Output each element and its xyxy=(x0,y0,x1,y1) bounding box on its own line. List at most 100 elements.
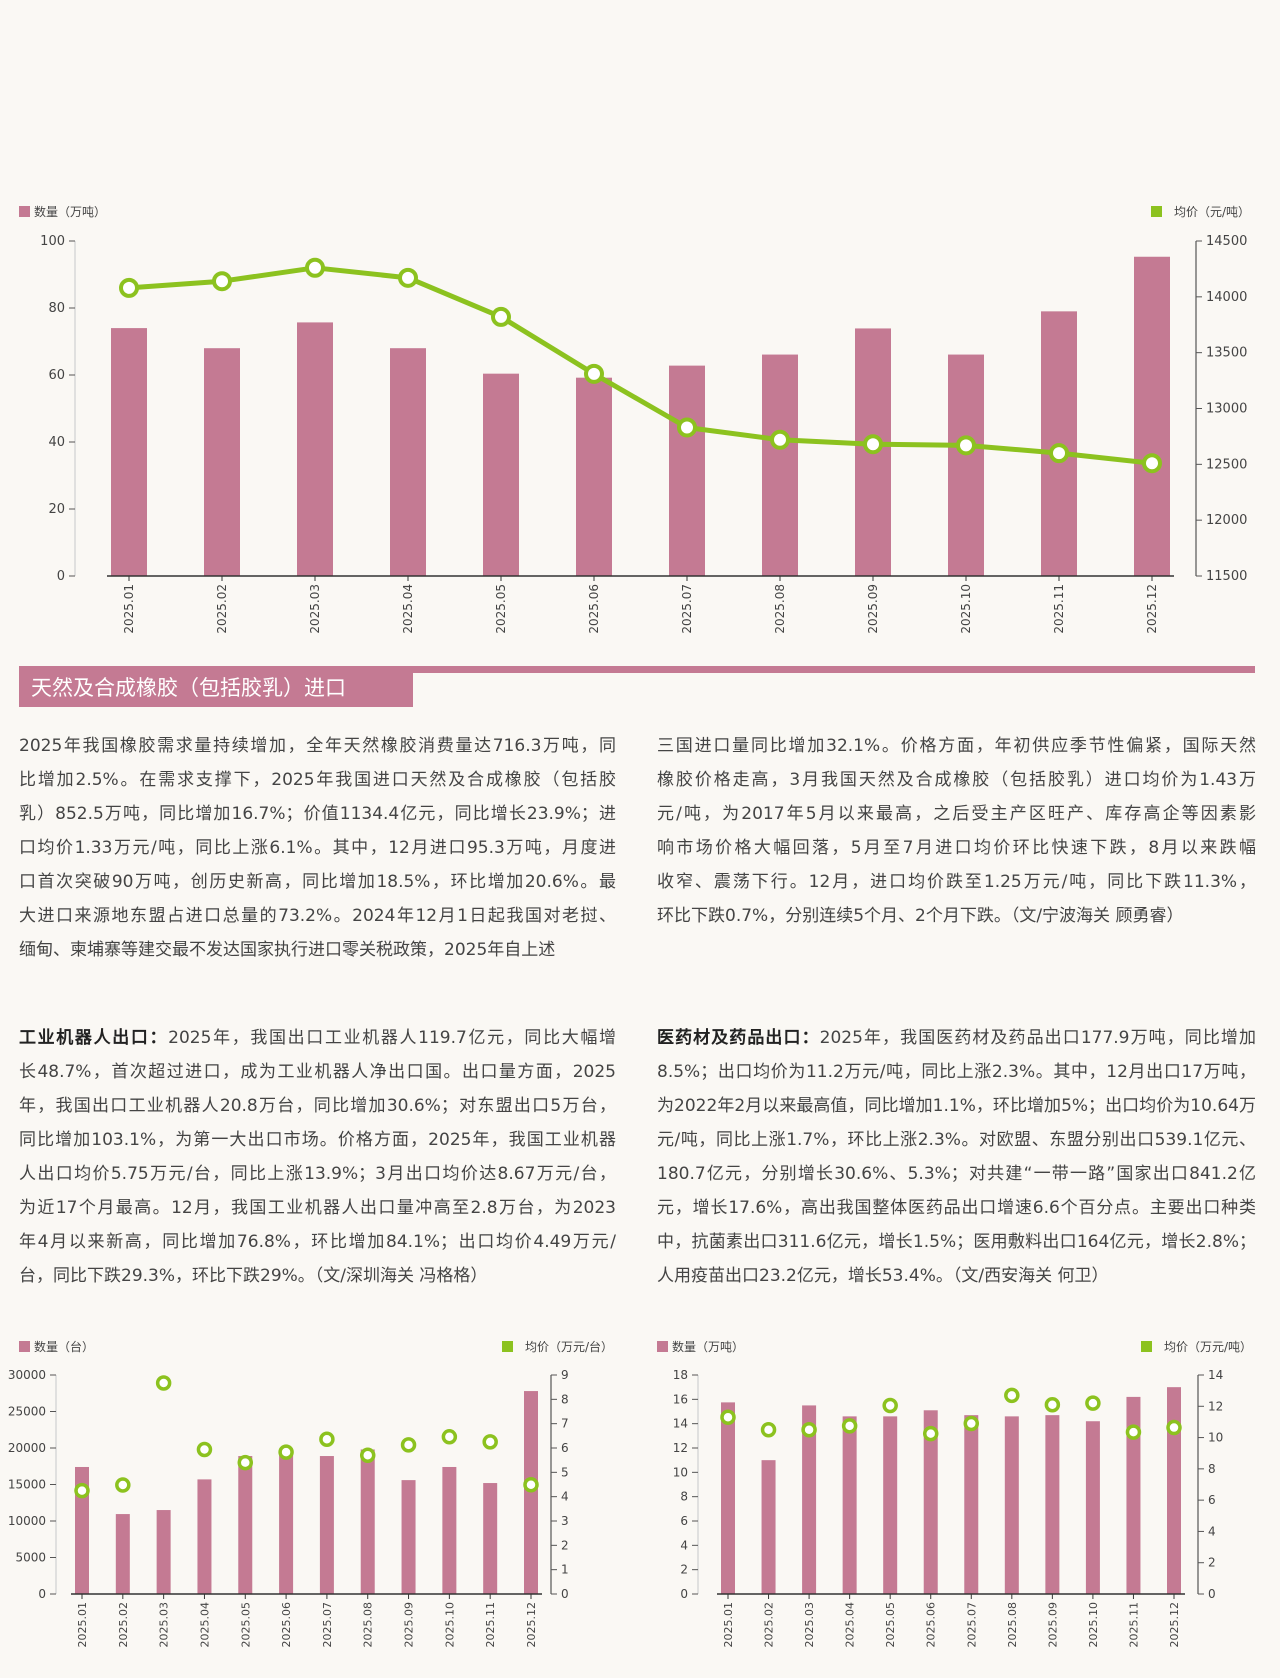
text-line: 人用疫苗出口23.2亿元，增长53.4%。（文/西安海关 何卫） xyxy=(657,1259,1256,1293)
bar-2025.01 xyxy=(721,1402,735,1594)
text-line: 同比增加103.1%，为第一大出口市场。价格方面，2025年，我国工业机器 xyxy=(19,1123,616,1157)
legend-swatch-price xyxy=(1151,206,1162,217)
bar-2025.11 xyxy=(1126,1396,1141,1594)
price-marker-2025.04 xyxy=(196,1441,213,1458)
text-line-content: 比增加2.5%。在需求支撑下，2025年我国进口天然及合成橡胶（包括胶 xyxy=(19,770,616,790)
text-line: 为近17个月最高。12月，我国工业机器人出口量冲高至2.8万台，为2023 xyxy=(19,1191,616,1225)
left-axis-tick-label: 0 xyxy=(57,569,65,584)
left-axis-tick-label: 6 xyxy=(680,1514,688,1528)
right-axis-tick-label: 10 xyxy=(1208,1431,1223,1445)
bar-2025.05 xyxy=(883,1416,898,1594)
text-line-content: 人用疫苗出口23.2亿元，增长53.4%。（文/西安海关 何卫） xyxy=(657,1266,1109,1286)
price-marker-2025.03 xyxy=(305,257,325,278)
right-axis-tick-label: 2 xyxy=(1208,1556,1216,1570)
x-axis-label: 2025.02 xyxy=(215,584,229,634)
text-line-content: 人出口均价5.75万元/台，同比上涨13.9%；3月出口均价达8.67万元/台， xyxy=(19,1164,616,1184)
x-axis-label: 2025.05 xyxy=(884,1602,897,1648)
right-axis-tick-label: 9 xyxy=(561,1368,569,1382)
legend-swatch-quantity xyxy=(19,1341,30,1352)
text-line: 工业机器人出口：2025年，我国出口工业机器人119.7亿元，同比大幅增 xyxy=(19,1021,616,1055)
text-line: 中，抗菌素出口311.6亿元，增长1.5%；医用敷料出口164亿元，增长2.8%… xyxy=(657,1225,1256,1259)
text-line-content: 年，我国出口工业机器人20.8万台，同比增加30.6%；对东盟出口5万台， xyxy=(19,1096,616,1116)
text-line: 比增加2.5%。在需求支撑下，2025年我国进口天然及合成橡胶（包括胶 xyxy=(19,763,616,797)
price-marker-2025.10 xyxy=(441,1429,458,1445)
text-line-content: 8.5%；出口均价为11.2万元/吨，同比上涨2.3%。其中，12月出口17万吨… xyxy=(657,1062,1256,1082)
x-axis-label: 2025.05 xyxy=(494,584,508,634)
bar-2025.05 xyxy=(483,373,519,576)
price-marker-2025.12 xyxy=(523,1476,539,1493)
text-line-content: 年4月以来新高，同比增加76.8%，环比增加84.1%；出口均价4.49万元/ xyxy=(19,1232,616,1252)
price-marker-2025.09 xyxy=(400,1437,417,1453)
right-axis-tick-label: 14500 xyxy=(1206,234,1247,249)
left-axis-tick-label: 16 xyxy=(673,1392,688,1406)
x-axis-label: 2025.09 xyxy=(403,1602,416,1648)
left-axis-tick-label: 5000 xyxy=(15,1551,46,1565)
legend-price-label: 均价（万元/台） xyxy=(525,1339,613,1354)
x-axis-label: 2025.08 xyxy=(1006,1602,1019,1648)
x-axis-label: 2025.10 xyxy=(959,584,973,634)
section-title: 天然及合成橡胶（包括胶乳）进口 xyxy=(19,669,413,707)
left-axis-tick-label: 14 xyxy=(673,1417,688,1431)
right-axis-tick-label: 14000 xyxy=(1206,290,1247,305)
bar-2025.02 xyxy=(115,1514,130,1594)
price-marker-2025.06 xyxy=(278,1444,294,1460)
bar-2025.10 xyxy=(1085,1421,1100,1594)
price-marker-2025.11 xyxy=(1049,443,1069,464)
text-line-content: 乳）852.5万吨，同比增加16.7%；价值1134.4亿元，同比增长23.9%… xyxy=(19,804,616,824)
legend-swatch-quantity xyxy=(19,206,30,217)
right-axis-tick-label: 8 xyxy=(1208,1462,1216,1476)
bar-2025.04 xyxy=(842,1416,857,1594)
rubber-text-left: 2025年我国橡胶需求量持续增加，全年天然橡胶消费量达716.3万吨，同 比增加2… xyxy=(19,729,616,967)
x-axis-label: 2025.12 xyxy=(1145,584,1159,634)
right-axis-tick-label: 2 xyxy=(561,1538,569,1552)
x-axis-label: 2025.06 xyxy=(280,1602,293,1648)
x-axis-label: 2025.05 xyxy=(239,1602,252,1648)
price-marker-2025.03 xyxy=(801,1422,817,1438)
text-line-content: 中，抗菌素出口311.6亿元，增长1.5%；医用敷料出口164亿元，增长2.8%… xyxy=(657,1232,1256,1252)
bar-2025.08 xyxy=(762,354,798,576)
text-line: 口均价1.33万元/吨，同比上涨6.1%。其中，12月进口95.3万吨，月度进 xyxy=(19,831,616,865)
right-axis-tick-label: 12 xyxy=(1208,1399,1223,1413)
bar-2025.09 xyxy=(1045,1415,1060,1594)
left-axis-tick-label: 30000 xyxy=(8,1368,46,1382)
text-line-content: 元/吨，为2017年5月以来最高，之后受主产区旺产、库存高企等因素影 xyxy=(657,804,1256,824)
price-marker-2025.08 xyxy=(770,429,790,450)
right-axis-tick-label: 12000 xyxy=(1206,513,1247,528)
bar-2025.08 xyxy=(360,1449,375,1594)
x-axis-label: 2025.01 xyxy=(122,584,136,634)
right-axis-tick-label: 3 xyxy=(561,1514,569,1528)
right-axis-tick-label: 6 xyxy=(561,1441,569,1455)
left-axis-tick-label: 80 xyxy=(48,301,65,316)
bar-2025.03 xyxy=(802,1405,817,1594)
left-axis-tick-label: 0 xyxy=(680,1587,688,1601)
price-marker-2025.05 xyxy=(882,1397,898,1414)
price-marker-2025.12 xyxy=(1142,453,1162,474)
x-axis-label: 2025.02 xyxy=(763,1602,776,1648)
text-line: 元/吨，同比上涨1.7%，环比上涨2.3%。对欧盟、东盟分别出口539.1亿元、 xyxy=(657,1123,1256,1157)
bar-2025.01 xyxy=(75,1466,89,1594)
x-axis-label: 2025.01 xyxy=(76,1602,89,1648)
x-axis-label: 2025.12 xyxy=(525,1602,538,1648)
rubber-text-right: 三国进口量同比增加32.1%。价格方面，年初供应季节性偏紧，国际天然 橡胶价格走高… xyxy=(657,729,1256,933)
price-marker-2025.07 xyxy=(319,1431,335,1447)
x-axis-label: 2025.06 xyxy=(925,1602,938,1648)
price-marker-2025.10 xyxy=(1085,1395,1101,1411)
pharma-export-text: 医药材及药品出口：2025年，我国医药材及药品出口177.9万吨，同比增加 8.5… xyxy=(657,1021,1256,1293)
text-line: 口首次突破90万吨，创历史新高，同比增加18.5%，环比增加20.6%。最 xyxy=(19,865,616,899)
bar-2025.06 xyxy=(576,377,612,576)
legend-price-label: 均价（元/吨） xyxy=(1174,205,1250,219)
right-axis-tick-label: 6 xyxy=(1208,1493,1216,1507)
text-line-content: 元，增长17.6%，高出我国整体医药品出口增速6.6个百分点。主要出口种类 xyxy=(657,1198,1256,1218)
legend-swatch-price xyxy=(502,1341,513,1352)
right-axis-tick-label: 5 xyxy=(561,1465,569,1479)
robot-export-chart: 数量（台） 均价（万元/台）050001000015000200002500030… xyxy=(8,1339,613,1648)
text-line: 年，我国出口工业机器人20.8万台，同比增加30.6%；对东盟出口5万台， xyxy=(19,1089,616,1123)
bar-2025.01 xyxy=(111,328,147,576)
text-line: 环比下跌0.7%，分别连续5个月、2个月下跌。（文/宁波海关 顾勇睿） xyxy=(657,899,1256,933)
x-axis-label: 2025.02 xyxy=(117,1602,130,1648)
left-axis-tick-label: 60 xyxy=(48,368,65,383)
bar-2025.07 xyxy=(669,365,705,576)
left-axis-tick-label: 100 xyxy=(40,234,65,249)
legend-swatch-quantity xyxy=(657,1341,668,1352)
text-line: 8.5%；出口均价为11.2万元/吨，同比上涨2.3%。其中，12月出口17万吨… xyxy=(657,1055,1256,1089)
